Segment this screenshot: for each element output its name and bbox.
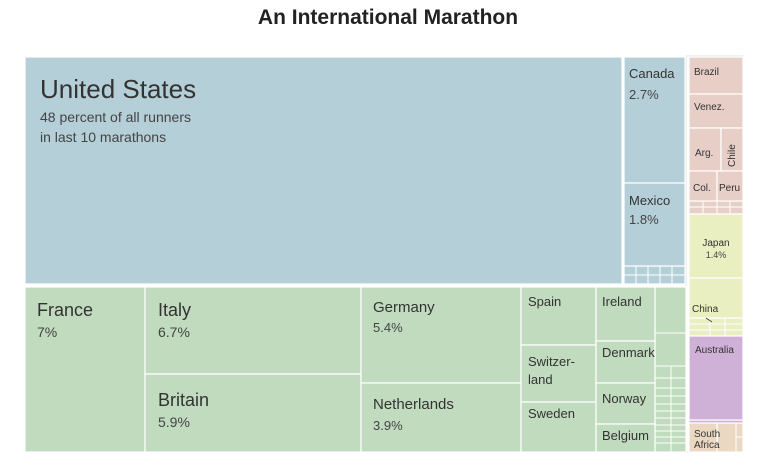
cell-britain xyxy=(144,373,362,453)
cell-canada xyxy=(623,56,686,184)
cell-colombia xyxy=(688,170,718,202)
label-australia: Australia xyxy=(695,345,734,356)
value-label-united-states-2: in last 10 marathons xyxy=(40,129,166,145)
label-sweden: Sweden xyxy=(528,406,575,421)
label-venezuela: Venez. xyxy=(694,102,725,113)
label-united-states: United States xyxy=(40,74,196,104)
cell-south-africa xyxy=(688,422,718,453)
label-netherlands: Netherlands xyxy=(373,396,454,413)
label-norway: Norway xyxy=(602,391,647,406)
cell-belgium xyxy=(595,423,656,453)
label-switzerland: Switzer- xyxy=(528,354,575,369)
value-label-britain: 5.9% xyxy=(158,414,190,430)
label-brazil: Brazil xyxy=(694,67,719,78)
value-label-france: 7% xyxy=(37,324,57,340)
cell-netherlands xyxy=(360,382,522,453)
value-label-canada: 2.7% xyxy=(629,87,659,102)
label-france: France xyxy=(37,300,93,320)
value-label-germany: 5.4% xyxy=(373,320,403,335)
cell-united-states xyxy=(24,56,623,285)
cell-norway xyxy=(595,382,656,425)
value-label-italy: 6.7% xyxy=(158,324,190,340)
label-south-africa-line2: Africa xyxy=(694,440,720,451)
cell-italy xyxy=(144,286,362,375)
label-japan: Japan xyxy=(702,238,729,249)
value-label-mexico: 1.8% xyxy=(629,212,659,227)
value-label-united-states: 48 percent of all runners xyxy=(40,109,191,125)
value-label-netherlands: 3.9% xyxy=(373,418,403,433)
cell-france xyxy=(24,286,146,453)
label-italy: Italy xyxy=(158,300,191,320)
cell-spain xyxy=(520,286,597,346)
cell-china xyxy=(688,277,744,319)
minor-cell xyxy=(688,317,744,337)
label-spain: Spain xyxy=(528,294,561,309)
label-denmark: Denmark xyxy=(602,345,655,360)
label-peru: Peru xyxy=(719,183,740,194)
cell-ireland xyxy=(595,286,656,342)
label-south-africa: South xyxy=(694,429,720,440)
label-britain: Britain xyxy=(158,390,209,410)
cell-argentina xyxy=(688,127,722,172)
label-switzerland-line2: land xyxy=(528,372,553,387)
cell-australia xyxy=(688,335,744,421)
china-pointer xyxy=(705,317,713,323)
label-colombia: Col. xyxy=(693,183,711,194)
label-argentina: Arg. xyxy=(695,148,713,159)
cell-mexico xyxy=(623,182,686,267)
label-ireland: Ireland xyxy=(602,294,642,309)
label-canada: Canada xyxy=(629,66,675,81)
chart-title: An International Marathon xyxy=(257,6,519,29)
cell-venezuela xyxy=(688,93,744,129)
label-belgium: Belgium xyxy=(602,428,649,443)
label-germany: Germany xyxy=(373,299,435,316)
label-chile: Chile xyxy=(727,144,738,167)
label-mexico: Mexico xyxy=(629,193,670,208)
cell-sweden xyxy=(520,401,597,453)
cell-germany xyxy=(360,286,522,384)
value-label-japan: 1.4% xyxy=(706,250,727,260)
label-china: China xyxy=(692,304,719,315)
